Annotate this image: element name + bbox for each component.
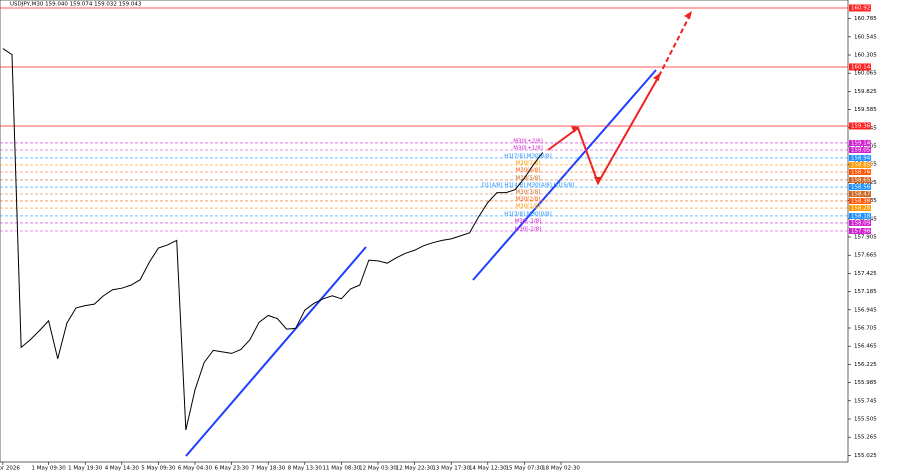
- level-label-box: [849, 228, 871, 234]
- level-name: M30[7/8]: [516, 160, 541, 166]
- x-tick-label: 6 May 23:30: [214, 466, 249, 472]
- y-tick-label: 160.305: [854, 52, 877, 58]
- x-tick-label: 1 May 19:30: [68, 466, 103, 472]
- trend-line: [185, 246, 367, 457]
- forecast-arrow: [658, 14, 691, 77]
- x-tick-label: 14 May 12:30: [469, 466, 507, 472]
- y-tick-label: 156.705: [854, 325, 877, 331]
- trend-line: [472, 69, 657, 281]
- level-label: 158.762: [851, 169, 874, 175]
- x-tick-label: 12 May 22:30: [396, 466, 434, 472]
- level-label: 158.947: [851, 155, 874, 161]
- y-tick-label: 157.665: [854, 253, 877, 259]
- level-label: 157.984: [851, 229, 874, 235]
- level-label-box: [849, 205, 871, 212]
- forecast-arrow: [547, 75, 660, 186]
- arrow-head: [594, 177, 601, 185]
- price-label: 159.369: [851, 123, 874, 129]
- y-tick-label: 157.185: [854, 289, 877, 295]
- level-label-box: [849, 168, 871, 175]
- y-tick-label: 155.985: [854, 380, 877, 386]
- level-label-box: [849, 154, 871, 161]
- y-tick-label: 155.505: [854, 417, 877, 423]
- arrow-head: [653, 73, 660, 81]
- y-tick-label: 159.585: [854, 107, 877, 113]
- level-name: D1[4/8] H1[4/8] M30[4/8] H1[5/8]: [482, 183, 575, 189]
- y-tick-label: 160.785: [854, 16, 877, 22]
- x-tick-label: 5 May 09:30: [141, 466, 176, 472]
- chart-title: USDJPY,M30 159.040 159.074 159.032 159.0…: [10, 2, 142, 8]
- level-name: M30[1/8]: [516, 204, 541, 210]
- level-label: 158.657: [851, 177, 874, 183]
- level-label-box: [849, 212, 871, 219]
- y-tick-label: 155.745: [854, 398, 877, 404]
- level-label: 158.855: [851, 162, 874, 168]
- level-name: M30[-2/8]: [515, 227, 542, 233]
- level-label-box: [849, 219, 871, 226]
- level-label: 158.564: [851, 185, 874, 191]
- x-tick-label: 30 Apr 2026: [0, 466, 20, 472]
- y-tick-label: 157.425: [854, 271, 877, 277]
- x-tick-label: 6 May 04:30: [178, 466, 213, 472]
- level-label-box: [849, 161, 871, 168]
- level-name: M30[2/8]: [516, 196, 541, 202]
- x-tick-label: 7 May 18:30: [251, 466, 286, 472]
- level-name: H1[7/8] M30[8/8]: [504, 153, 551, 159]
- x-tick-label: 12 May 03:30: [359, 466, 397, 472]
- level-name: M30[+2/8]: [513, 138, 543, 144]
- level-name: M30[-1/8]: [515, 218, 542, 224]
- level-name: M30[6/8]: [516, 167, 541, 173]
- x-tick-label: 4 May 14:30: [105, 466, 140, 472]
- price-label-box: [849, 122, 871, 130]
- x-tick-label: 15 May 07:30: [506, 466, 544, 472]
- x-tick-label: 8 May 13:30: [288, 466, 323, 472]
- y-tick-label: 156.945: [854, 307, 877, 313]
- level-name: M30[3/8]: [516, 189, 541, 195]
- y-tick-label: 158.145: [854, 216, 877, 222]
- level-label-box: [849, 197, 871, 204]
- annotations: [185, 11, 692, 457]
- y-tick-label: 159.105: [854, 143, 877, 149]
- level-label: 158.182: [851, 213, 874, 219]
- price-label: 160.147: [851, 64, 874, 70]
- y-tick-label: 157.905: [854, 234, 877, 240]
- level-name: M30[+1/8]: [513, 146, 543, 152]
- level-name: H1[3/8] M30[0/8]: [504, 211, 551, 217]
- price-label: 160.925: [851, 5, 874, 11]
- level-label: 159.052: [851, 148, 874, 154]
- y-tick-label: 156.465: [854, 344, 877, 350]
- price-label-box: [849, 63, 871, 71]
- y-tick-label: 160.065: [854, 71, 877, 77]
- y-tick-label: 155.025: [854, 453, 877, 459]
- x-tick-label: 18 May 02:30: [542, 466, 580, 472]
- price-label-box: [849, 4, 871, 12]
- x-tick-label: 1 May 09:30: [31, 466, 66, 472]
- level-label-box: [849, 190, 871, 197]
- y-tick-label: 156.225: [854, 362, 877, 368]
- level-label: 158.287: [851, 206, 874, 212]
- arrow-head: [571, 126, 579, 133]
- level-label: 158.472: [851, 191, 874, 197]
- x-tick-label: 13 May 17:30: [432, 466, 470, 472]
- level-label: 159.145: [851, 140, 874, 146]
- level-label-box: [849, 176, 871, 183]
- price-line-series: [2, 48, 544, 431]
- level-label: 158.38: [851, 198, 871, 204]
- y-tick-label: 160.545: [854, 34, 877, 40]
- level-label-box: [849, 139, 871, 146]
- y-tick-label: 159.825: [854, 89, 877, 95]
- level-name: M30[5/8]: [516, 175, 541, 181]
- level-label-box: [849, 147, 871, 154]
- arrow-head: [684, 11, 692, 19]
- x-tick-label: 11 May 08:30: [323, 466, 361, 472]
- y-tick-label: 155.265: [854, 435, 877, 441]
- level-label-box: [849, 184, 871, 191]
- level-label: 158.09: [851, 220, 871, 226]
